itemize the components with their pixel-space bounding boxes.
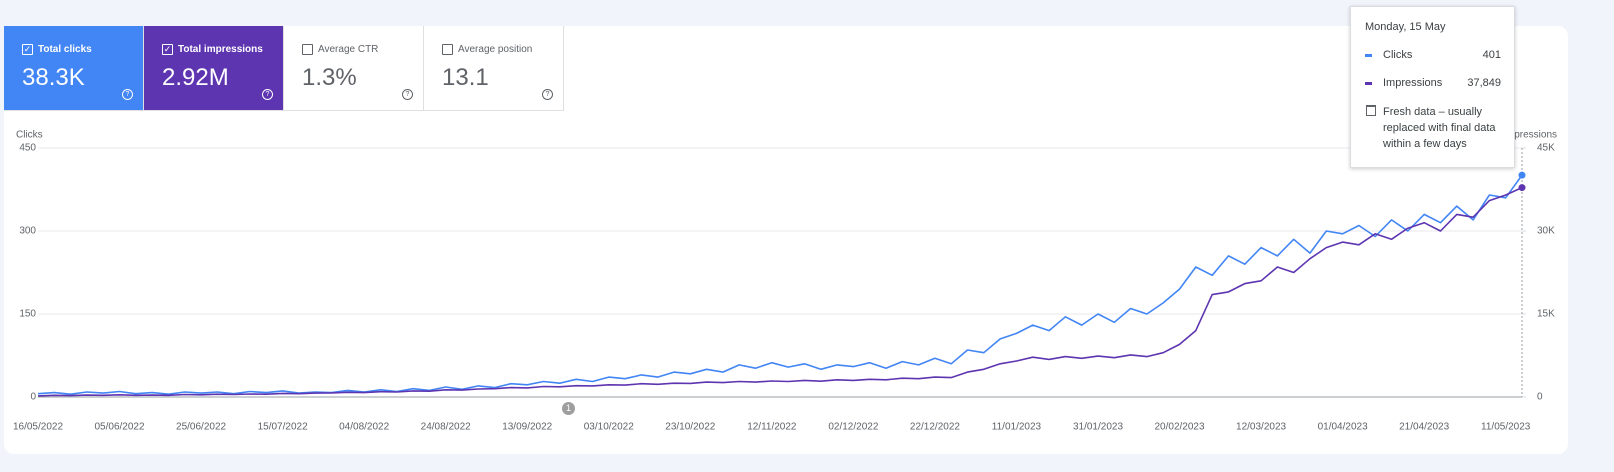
metric-value: 38.3K	[22, 64, 85, 91]
tooltip-date: Monday, 15 May	[1365, 21, 1446, 33]
calendar-icon	[1366, 105, 1376, 116]
tooltip-value: 401	[1482, 49, 1501, 61]
metric-label: Total impressions	[178, 44, 263, 55]
metric-label: Total clicks	[38, 44, 92, 55]
tooltip-label: Impressions	[1383, 77, 1443, 89]
y2-tick-label: 15K	[1537, 309, 1555, 320]
checkbox[interactable]	[442, 44, 453, 55]
help-icon: ?	[542, 89, 553, 100]
x-tick-label: 15/07/2022	[258, 422, 308, 433]
x-tick-label: 12/03/2023	[1236, 422, 1286, 433]
x-tick-label: 11/01/2023	[992, 422, 1042, 433]
tooltip-swatch	[1365, 82, 1372, 85]
tooltip-value: 37,849	[1467, 77, 1501, 89]
metric-label: Average CTR	[318, 44, 379, 55]
metric-value: 1.3%	[302, 64, 357, 91]
checkbox[interactable]: ✓	[162, 44, 173, 55]
metric-card[interactable]: ✓ Total impressions 2.92M?	[144, 26, 284, 111]
help-icon: ?	[262, 89, 273, 100]
metric-value: 2.92M	[162, 64, 229, 91]
x-tick-label: 11/05/2023	[1481, 422, 1531, 433]
x-tick-label: 21/04/2023	[1399, 422, 1449, 433]
y2-tick-label: 0	[1537, 392, 1543, 403]
x-tick-label: 22/12/2022	[910, 422, 960, 433]
metric-label: Average position	[458, 44, 533, 55]
x-tick-label: 20/02/2023	[1155, 422, 1205, 433]
y-tick-label: 0	[30, 392, 36, 403]
y2-tick-label: 30K	[1537, 226, 1555, 237]
y2-tick-label: 45K	[1537, 143, 1555, 154]
tooltip-label: Clicks	[1383, 49, 1413, 61]
x-tick-label: 02/12/2022	[828, 422, 878, 433]
x-tick-label: 31/01/2023	[1073, 422, 1123, 433]
metric-card[interactable]: Average position 13.1?	[424, 26, 564, 111]
metric-card[interactable]: ✓ Total clicks 38.3K?	[4, 26, 144, 111]
series-line	[37, 186, 1523, 397]
hover-dot	[1518, 171, 1526, 179]
annotation-marker[interactable]: 1	[562, 402, 575, 415]
tooltip: Monday, 15 May Fresh data – usually repl…	[1350, 6, 1515, 168]
y-tick-label: 450	[19, 143, 36, 154]
y-axis-title: Clicks	[16, 130, 43, 141]
x-tick-label: 12/11/2022	[747, 422, 797, 433]
tooltip-note: Fresh data – usually replaced with final…	[1383, 106, 1496, 150]
tooltip-swatch	[1365, 54, 1372, 57]
x-tick-label: 03/10/2022	[584, 422, 634, 433]
x-tick-label: 16/05/2022	[13, 422, 63, 433]
x-tick-label: 13/09/2022	[502, 422, 552, 433]
y-tick-label: 300	[19, 226, 36, 237]
help-icon: ?	[122, 89, 133, 100]
x-tick-label: 01/04/2023	[1318, 422, 1368, 433]
x-tick-label: 23/10/2022	[665, 422, 715, 433]
checkbox[interactable]	[302, 44, 313, 55]
y2-axis-title: Impressions	[1503, 130, 1557, 141]
y-tick-label: 150	[19, 309, 36, 320]
x-tick-label: 25/06/2022	[176, 422, 226, 433]
hover-dot	[1518, 184, 1526, 192]
checkbox[interactable]: ✓	[22, 44, 33, 55]
x-tick-label: 05/06/2022	[95, 422, 145, 433]
series-line	[37, 174, 1523, 395]
help-icon: ?	[402, 89, 413, 100]
metric-card[interactable]: Average CTR 1.3%?	[284, 26, 424, 111]
x-tick-label: 24/08/2022	[421, 422, 471, 433]
metric-value: 13.1	[442, 64, 489, 91]
x-tick-label: 04/08/2022	[339, 422, 389, 433]
